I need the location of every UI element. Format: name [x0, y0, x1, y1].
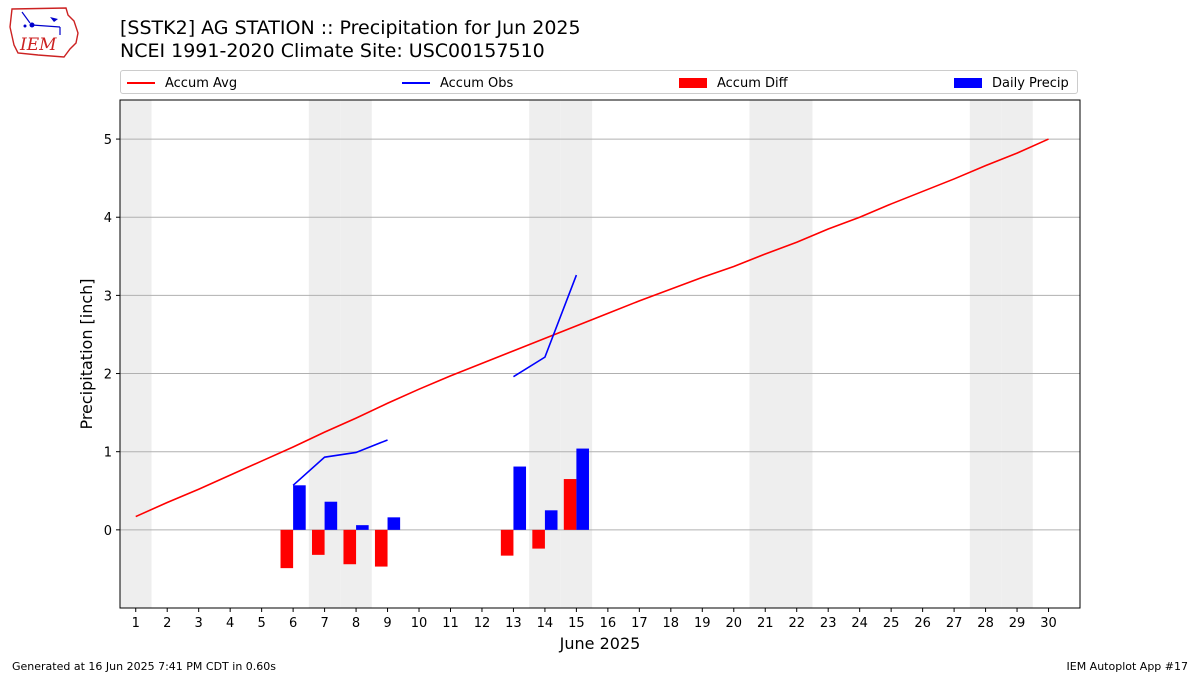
weekend-shade-day-21 — [749, 100, 781, 608]
chart-legend: Accum Avg Accum Obs Accum Diff Daily Pre… — [120, 70, 1078, 94]
legend-item-accum-avg: Accum Avg — [127, 73, 237, 93]
bar-accum-diff-day-9 — [374, 529, 388, 567]
iem-logo-text: IEM — [19, 35, 57, 55]
y-tick-label-2: 2 — [104, 368, 112, 383]
x-tick-label-10: 10 — [411, 616, 428, 631]
x-tick-label-29: 29 — [1009, 616, 1026, 631]
line-accum-obs-segment-1 — [292, 439, 388, 486]
y-tick-label-3: 3 — [104, 289, 112, 304]
y-tick-label-5: 5 — [104, 133, 112, 148]
x-tick-label-27: 27 — [946, 616, 963, 631]
plot-frame — [119, 99, 1081, 609]
footer-app-label: IEM Autoplot App #17 — [1066, 660, 1189, 673]
y-axis-label: Precipitation [inch] — [77, 278, 96, 429]
weekend-shade-day-22 — [780, 100, 813, 608]
weekend-shade-day-8 — [340, 100, 372, 608]
chart-subtitle: NCEI 1991-2020 Climate Site: USC00157510 — [120, 40, 545, 62]
x-tick-label-9: 9 — [383, 616, 391, 631]
y-tick-label-4: 4 — [104, 211, 112, 226]
legend-label-accum-diff: Accum Diff — [717, 75, 788, 91]
legend-swatch-daily-precip — [954, 78, 982, 88]
bar-daily-precip-day-6 — [293, 485, 306, 530]
bar-accum-diff-day-6 — [280, 529, 294, 569]
x-tick-label-5: 5 — [257, 616, 265, 631]
x-tick-label-4: 4 — [226, 616, 234, 631]
y-tick-label-1: 1 — [104, 446, 112, 461]
x-tick-label-30: 30 — [1040, 616, 1057, 631]
x-tick-label-14: 14 — [537, 616, 554, 631]
legend-label-accum-avg: Accum Avg — [165, 75, 238, 91]
x-tick-label-23: 23 — [820, 616, 837, 631]
x-tick-label-13: 13 — [505, 616, 522, 631]
bar-daily-precip-day-15 — [576, 448, 589, 530]
legend-label-daily-precip: Daily Precip — [992, 75, 1069, 91]
x-tick-label-8: 8 — [352, 616, 360, 631]
x-tick-label-24: 24 — [851, 616, 868, 631]
footer-generated-text: Generated at 16 Jun 2025 7:41 PM CDT in … — [12, 660, 277, 673]
legend-item-accum-obs: Accum Obs — [402, 73, 513, 93]
bar-daily-precip-day-14 — [544, 510, 558, 530]
bar-daily-precip-day-8 — [356, 525, 369, 530]
x-tick-label-22: 22 — [788, 616, 805, 631]
bar-accum-diff-day-8 — [343, 529, 357, 565]
x-tick-label-1: 1 — [132, 616, 140, 631]
bar-daily-precip-day-13 — [513, 466, 527, 530]
x-tick-label-28: 28 — [977, 616, 994, 631]
x-tick-label-11: 11 — [442, 616, 459, 631]
line-accum-obs-segment-2 — [513, 274, 578, 378]
bar-accum-diff-day-15 — [563, 479, 577, 530]
y-tick-label-0: 0 — [104, 524, 112, 539]
weekend-shade-day-1 — [120, 100, 152, 608]
x-tick-label-12: 12 — [474, 616, 491, 631]
weekend-shade-day-15 — [560, 100, 593, 608]
x-tick-label-16: 16 — [600, 616, 617, 631]
x-tick-label-21: 21 — [757, 616, 774, 631]
bar-accum-diff-day-13 — [500, 529, 514, 556]
chart-title: [SSTK2] AG STATION :: Precipitation for … — [120, 17, 581, 39]
x-tick-label-6: 6 — [289, 616, 297, 631]
x-tick-label-26: 26 — [914, 616, 931, 631]
x-tick-label-19: 19 — [694, 616, 711, 631]
x-tick-label-18: 18 — [663, 616, 680, 631]
legend-label-accum-obs: Accum Obs — [440, 75, 514, 91]
x-tick-label-3: 3 — [195, 616, 203, 631]
x-axis-label: June 2025 — [559, 634, 641, 653]
x-tick-label-15: 15 — [568, 616, 585, 631]
bar-accum-diff-day-7 — [312, 529, 325, 555]
plot-area — [120, 100, 1080, 608]
bar-daily-precip-day-7 — [324, 501, 338, 530]
line-accum-avg — [135, 138, 1049, 518]
legend-swatch-accum-obs — [402, 82, 430, 84]
legend-swatch-accum-avg — [127, 82, 155, 84]
x-tick-label-7: 7 — [320, 616, 328, 631]
legend-item-accum-diff: Accum Diff — [679, 73, 788, 93]
x-tick-label-2: 2 — [163, 616, 171, 631]
legend-item-daily-precip: Daily Precip — [954, 73, 1069, 93]
bar-daily-precip-day-9 — [387, 517, 401, 530]
x-tick-label-20: 20 — [725, 616, 742, 631]
weekend-shade-day-29 — [1001, 100, 1033, 608]
legend-swatch-accum-diff — [679, 78, 707, 88]
x-tick-label-25: 25 — [883, 616, 900, 631]
bar-accum-diff-day-14 — [532, 529, 545, 549]
x-tick-label-17: 17 — [631, 616, 648, 631]
weekend-shade-day-28 — [969, 100, 1002, 608]
iem-logo: IEM — [9, 7, 79, 58]
